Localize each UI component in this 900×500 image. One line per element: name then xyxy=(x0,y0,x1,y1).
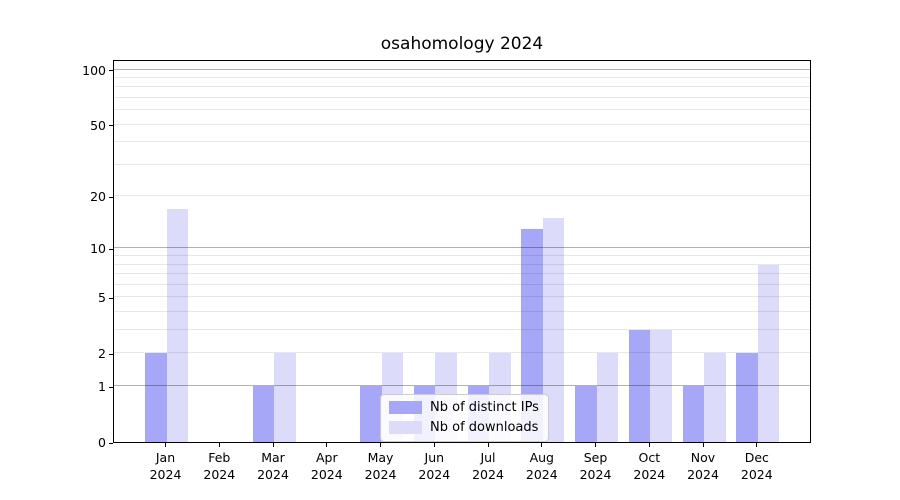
x-axis-tick-mark xyxy=(595,443,596,447)
gridline-minor xyxy=(114,86,810,88)
gridline-minor xyxy=(114,329,810,331)
y-axis-tick-label: 5 xyxy=(98,290,106,306)
gridline-minor xyxy=(114,76,810,78)
bar-distinct-ips xyxy=(521,229,543,442)
legend-swatch-distinct-ips xyxy=(389,401,422,414)
x-axis-tick-label: Oct 2024 xyxy=(633,450,666,482)
y-axis-tick-label: 20 xyxy=(90,189,106,205)
gridline-minor xyxy=(114,273,810,275)
gridline-minor xyxy=(114,311,810,313)
x-axis-tick-label: Aug 2024 xyxy=(525,450,558,482)
x-axis-tick-mark xyxy=(433,443,435,447)
x-axis-tick-mark xyxy=(487,443,489,447)
bar-downloads xyxy=(704,353,726,442)
x-axis-tick-label: Dec 2024 xyxy=(740,450,773,482)
legend-entry-downloads: Nb of downloads xyxy=(389,420,539,435)
bar-distinct-ips xyxy=(252,386,274,442)
legend-label-downloads: Nb of downloads xyxy=(430,420,539,435)
x-axis-tick-mark xyxy=(165,443,166,447)
y-axis-tick-label: 0 xyxy=(98,435,106,450)
bar-downloads xyxy=(596,353,618,442)
y-axis-tick-mark xyxy=(109,353,113,355)
gridline-minor xyxy=(114,141,810,143)
x-axis-tick-mark xyxy=(218,443,220,447)
bar-downloads xyxy=(650,330,672,442)
y-axis-tick-label: 2 xyxy=(98,346,106,362)
chart-title: osahomology 2024 xyxy=(380,34,544,54)
gridline-minor xyxy=(114,352,810,354)
x-axis-tick-mark xyxy=(756,443,758,447)
bar-downloads xyxy=(274,353,296,442)
x-axis-tick-mark xyxy=(326,443,328,447)
x-axis-tick-label: May 2024 xyxy=(364,450,397,482)
legend-entry-distinct-ips: Nb of distinct IPs xyxy=(389,400,539,415)
gridline-minor xyxy=(114,163,810,165)
x-axis-tick-label: Nov 2024 xyxy=(687,450,719,482)
bar-distinct-ips xyxy=(682,386,704,442)
y-axis-tick-label: 1 xyxy=(98,379,106,395)
y-axis-tick-mark xyxy=(109,70,113,71)
gridline-minor xyxy=(114,255,810,257)
gridline-major xyxy=(114,247,810,249)
x-axis-tick-label: Jan 2024 xyxy=(149,450,182,482)
bar-distinct-ips xyxy=(736,353,758,442)
gridline-major xyxy=(114,68,810,70)
x-axis-tick-label: Mar 2024 xyxy=(257,450,289,482)
x-axis-tick-mark xyxy=(648,443,650,447)
y-axis-tick-mark xyxy=(109,125,113,127)
x-axis-tick-mark xyxy=(380,443,381,447)
x-axis-tick-label: Apr 2024 xyxy=(310,450,343,482)
gridline-minor xyxy=(114,263,810,265)
legend-label-distinct-ips: Nb of distinct IPs xyxy=(430,400,539,415)
bar-distinct-ips xyxy=(628,330,651,442)
gridline-minor xyxy=(114,195,810,197)
x-axis-tick-label: Feb 2024 xyxy=(203,450,236,482)
y-axis-tick-label: 100 xyxy=(82,62,106,78)
y-axis-tick-label: 50 xyxy=(90,117,106,133)
gridline-minor xyxy=(114,109,810,111)
gridline-minor xyxy=(114,96,810,98)
y-axis-tick-label: 10 xyxy=(90,241,106,257)
x-axis-tick-label: Jun 2024 xyxy=(418,450,451,482)
gridline-major xyxy=(114,385,810,387)
y-axis-tick-mark xyxy=(109,248,113,250)
x-axis-tick-mark xyxy=(541,443,543,447)
bar-downloads xyxy=(166,208,188,442)
gridline-minor xyxy=(114,296,810,298)
legend: Nb of distinct IPs Nb of downloads xyxy=(380,394,549,442)
y-axis-tick-mark xyxy=(109,442,113,444)
bar-distinct-ips xyxy=(145,353,167,442)
legend-swatch-downloads xyxy=(389,421,422,434)
bar-distinct-ips xyxy=(575,386,597,442)
gridline-minor xyxy=(114,123,810,125)
y-axis-tick-mark xyxy=(109,386,113,388)
plot-area: Nb of distinct IPs Nb of downloads xyxy=(113,60,811,443)
x-axis-tick-mark xyxy=(702,443,704,447)
bar-distinct-ips xyxy=(360,386,382,442)
x-axis-tick-label: Sep 2024 xyxy=(579,450,612,482)
y-axis-tick-mark xyxy=(109,196,113,198)
x-axis-tick-label: Jul 2024 xyxy=(472,450,504,482)
x-axis-tick-mark xyxy=(272,443,274,447)
gridline-minor xyxy=(114,283,810,285)
bar-downloads xyxy=(757,264,780,442)
bar-downloads xyxy=(542,218,565,442)
y-axis-tick-mark xyxy=(109,297,113,299)
